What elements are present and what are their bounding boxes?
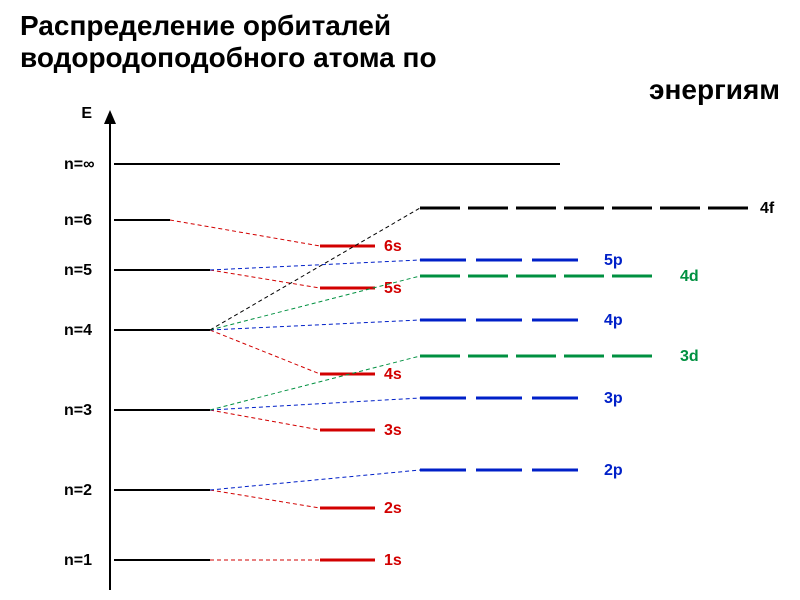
connector-3s: [210, 410, 320, 430]
orbital-label-2p: 2p: [604, 462, 623, 479]
h-level-label-n1: n=1: [64, 552, 92, 569]
connector-3d: [210, 356, 420, 410]
connector-5s: [210, 270, 320, 288]
orbital-label-3d: 3d: [680, 348, 699, 365]
orbital-label-3p: 3p: [604, 390, 623, 407]
orbital-label-4f: 4f: [760, 200, 775, 217]
orbital-label-6s: 6s: [384, 238, 402, 255]
connector-4s: [210, 330, 320, 374]
connector-4p: [210, 320, 420, 330]
orbital-label-4p: 4p: [604, 312, 623, 329]
energy-diagram: En=1n=2n=3n=4n=5n=6n=∞1s2s3s4s5s6s2p3p4p…: [0, 100, 800, 600]
h-level-label-ninf: n=∞: [64, 156, 95, 173]
connector-6s: [170, 220, 320, 246]
title-line-2: водородоподобного атома по: [20, 42, 786, 74]
orbital-label-3s: 3s: [384, 422, 402, 439]
orbital-label-5p: 5p: [604, 252, 623, 269]
title-line-1: Распределение орбиталей: [20, 10, 786, 42]
orbital-label-4s: 4s: [384, 366, 402, 383]
connector-2s: [210, 490, 320, 508]
h-level-label-n3: n=3: [64, 402, 92, 419]
diagram-svg: En=1n=2n=3n=4n=5n=6n=∞1s2s3s4s5s6s2p3p4p…: [0, 100, 800, 600]
connector-3p: [210, 398, 420, 410]
axis-label: E: [81, 105, 92, 122]
diagram-title: Распределение орбиталей водородоподобног…: [20, 10, 786, 107]
axis-arrowhead: [104, 110, 116, 124]
h-level-label-n4: n=4: [64, 322, 92, 339]
h-level-label-n5: n=5: [64, 262, 92, 279]
orbital-label-4d: 4d: [680, 268, 699, 285]
h-level-label-n2: n=2: [64, 482, 92, 499]
orbital-label-1s: 1s: [384, 552, 402, 569]
connector-2p: [210, 470, 420, 490]
h-level-label-n6: n=6: [64, 212, 92, 229]
orbital-label-2s: 2s: [384, 500, 402, 517]
